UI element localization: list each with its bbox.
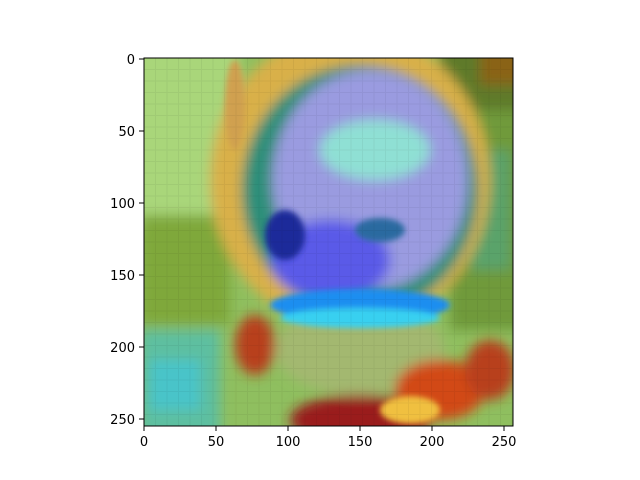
x-tick-label: 200 (420, 435, 445, 450)
y-axis: 0 50 100 150 200 250 (110, 53, 144, 428)
y-tick-label: 200 (110, 341, 135, 356)
y-tick-label: 0 (127, 53, 135, 68)
y-tick-label: 250 (110, 413, 135, 428)
x-tick-label: 250 (492, 435, 517, 450)
axes-frame (143, 57, 514, 427)
heatmap-image (144, 58, 513, 426)
x-tick-label: 0 (140, 435, 148, 450)
x-tick-label: 50 (208, 435, 225, 450)
y-tick-label: 50 (118, 125, 135, 140)
x-tick-label: 100 (276, 435, 301, 450)
x-tick-label: 150 (348, 435, 373, 450)
x-axis: 0 50 100 150 200 250 (140, 426, 517, 450)
y-tick-label: 150 (110, 269, 135, 284)
y-tick-label: 100 (110, 197, 135, 212)
